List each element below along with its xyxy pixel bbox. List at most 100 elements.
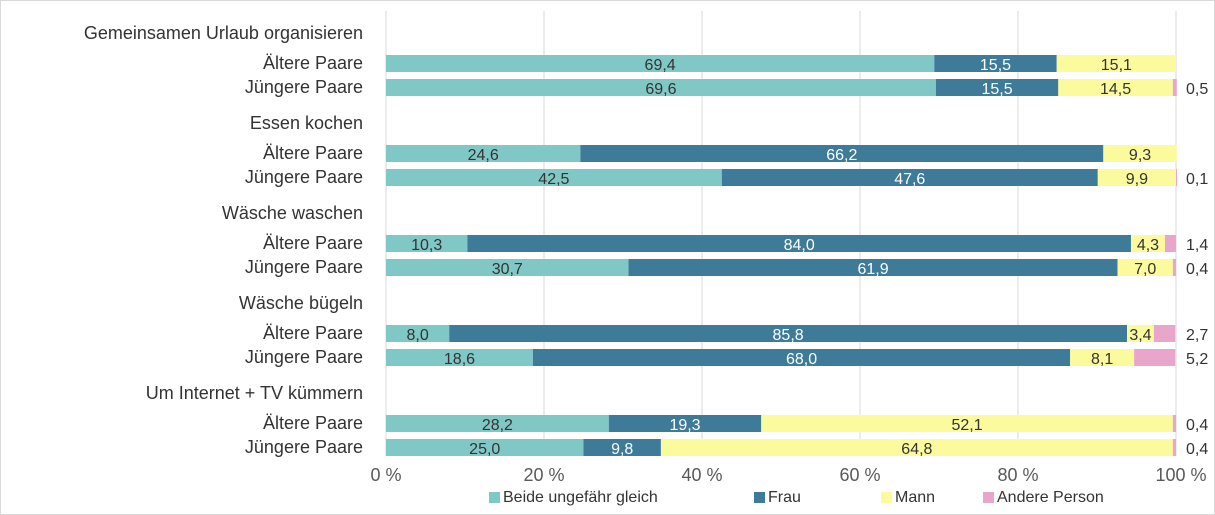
bar-value-label: 9,3: [1129, 147, 1151, 164]
bar-value-label: 3,4: [1129, 327, 1151, 344]
bar-value-label: 25,0: [469, 441, 500, 458]
bar-segment-frau: [935, 79, 1059, 96]
bar-segment-andere-person: [1134, 349, 1176, 366]
x-tick-label: 20 %: [523, 465, 564, 485]
bar-value-label: 1,4: [1186, 237, 1208, 254]
x-tick-label: 40 %: [681, 465, 722, 485]
bar-segment-beide-ungef-hr-gleich: [386, 439, 584, 456]
bar-value-label: 42,5: [538, 171, 569, 188]
bar-value-label: 0,4: [1186, 417, 1208, 434]
bar-segment-frau: [608, 415, 762, 432]
bar-segment-frau: [467, 235, 1131, 252]
row-label: Jüngere Paare: [245, 167, 363, 187]
bar-segment-andere-person: [1172, 259, 1176, 276]
bar-segment-frau: [532, 349, 1071, 366]
row-label: Ältere Paare: [263, 53, 363, 73]
row-label: Ältere Paare: [263, 233, 363, 253]
legend-swatch: [983, 492, 994, 503]
bar-value-label: 69,4: [645, 57, 676, 74]
bar-value-label: 0,4: [1186, 261, 1208, 278]
legend-swatch: [881, 492, 892, 503]
group-title: Essen kochen: [250, 113, 363, 133]
bar-segment-beide-ungef-hr-gleich: [386, 349, 533, 366]
bar-segment-mann: [1070, 349, 1135, 366]
bar-segment-frau: [934, 55, 1057, 72]
bar-value-label: 7,0: [1134, 261, 1156, 278]
legend-label: Andere Person: [997, 489, 1104, 506]
group-title: Gemeinsamen Urlaub organisieren: [84, 23, 363, 43]
bar-value-label: 9,9: [1126, 171, 1148, 188]
bar-segment-beide-ungef-hr-gleich: [386, 145, 581, 162]
bar-segment-beide-ungef-hr-gleich: [386, 415, 609, 432]
bar-value-label: 5,2: [1186, 351, 1208, 368]
bar-value-label: 9,8: [611, 441, 633, 458]
row-label: Jüngere Paare: [245, 437, 363, 457]
bar-value-label: 19,3: [669, 417, 700, 434]
x-tick-label: 60 %: [839, 465, 880, 485]
bar-value-label: 28,2: [482, 417, 513, 434]
bar-segment-mann: [761, 415, 1173, 432]
bar-value-label: 18,6: [444, 351, 475, 368]
bar-segment-mann: [1127, 325, 1154, 342]
bar-value-label: 15,5: [981, 81, 1012, 98]
bar-segment-beide-ungef-hr-gleich: [386, 235, 468, 252]
bar-value-label: 8,0: [406, 327, 428, 344]
bar-value-label: 61,9: [857, 261, 888, 278]
x-tick-label: 80 %: [997, 465, 1038, 485]
bar-value-label: 8,1: [1091, 351, 1113, 368]
bar-segment-mann: [1103, 145, 1177, 162]
bar-segment-mann: [1056, 55, 1176, 72]
bar-value-label: 14,5: [1100, 81, 1131, 98]
bar-value-label: 0,1: [1186, 171, 1208, 188]
row-label: Ältere Paare: [263, 323, 363, 343]
bar-segment-beide-ungef-hr-gleich: [386, 259, 629, 276]
bar-segment-mann: [660, 439, 1173, 456]
legend-swatch: [754, 492, 765, 503]
x-tick-label: 0 %: [370, 465, 401, 485]
legend-swatch: [489, 492, 500, 503]
bar-segment-frau: [583, 439, 661, 456]
bar-value-label: 2,7: [1186, 327, 1208, 344]
bar-segment-frau: [449, 325, 1128, 342]
legend-label: Frau: [768, 489, 801, 506]
row-label: Ältere Paare: [263, 413, 363, 433]
row-label: Ältere Paare: [263, 143, 363, 163]
bar-value-label: 85,8: [773, 327, 804, 344]
bar-value-label: 68,0: [786, 351, 817, 368]
x-tick-label: 100 %: [1155, 465, 1206, 485]
bar-segment-andere-person: [1172, 79, 1177, 96]
bar-segment-frau: [628, 259, 1118, 276]
bar-value-label: 64,8: [901, 441, 932, 458]
row-label: Jüngere Paare: [245, 347, 363, 367]
bar-value-label: 24,6: [468, 147, 499, 164]
bar-segment-beide-ungef-hr-gleich: [386, 325, 450, 342]
row-label: Jüngere Paare: [245, 77, 363, 97]
bar-value-label: 15,1: [1101, 57, 1132, 74]
row-label: Jüngere Paare: [245, 257, 363, 277]
bar-segment-frau: [721, 169, 1098, 186]
bar-segment-andere-person: [1153, 325, 1176, 342]
bar-segment-beide-ungef-hr-gleich: [386, 79, 936, 96]
bar-segment-andere-person: [1164, 235, 1176, 252]
bar-segment-beide-ungef-hr-gleich: [386, 55, 935, 72]
bar-segment-beide-ungef-hr-gleich: [386, 169, 722, 186]
bar-value-label: 66,2: [826, 147, 857, 164]
bar-value-label: 0,4: [1186, 441, 1208, 458]
group-title: Um Internet + TV kümmern: [146, 383, 363, 403]
bar-value-label: 30,7: [492, 261, 523, 278]
bar-value-label: 0,5: [1186, 81, 1208, 98]
bar-value-label: 52,1: [951, 417, 982, 434]
legend-label: Mann: [895, 489, 935, 506]
bar-segment-andere-person: [1176, 169, 1177, 186]
bar-segment-mann: [1097, 169, 1176, 186]
group-title: Wäsche waschen: [222, 203, 363, 223]
bar-value-label: 47,6: [894, 171, 925, 188]
bar-value-label: 10,3: [411, 237, 442, 254]
bar-segment-frau: [580, 145, 1104, 162]
legend-label: Beide ungefähr gleich: [503, 489, 658, 506]
bar-segment-mann: [1117, 259, 1173, 276]
bar-value-label: 84,0: [784, 237, 815, 254]
bar-value-label: 4,3: [1137, 237, 1159, 254]
